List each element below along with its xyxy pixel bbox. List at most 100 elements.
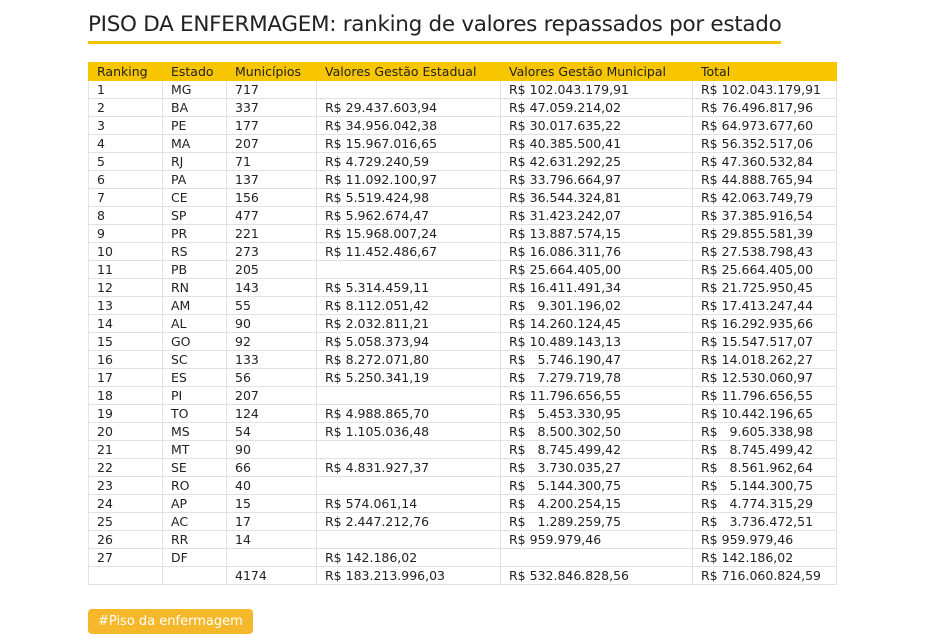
table-row: 19 TO 124 R$ 4.988.865,70 R$ 5.453.330,95 R$ …	[88, 404, 837, 423]
cell: PI	[162, 386, 227, 405]
cell: 92	[226, 332, 317, 351]
page-title: PISO DA ENFERMAGEM: ranking de valores r…	[88, 12, 782, 44]
cell: R$ 31.423.242,07	[500, 206, 693, 225]
table-row: 6 PA 137 R$ 11.092.100,97 R$ 33.796.664,97 R$…	[88, 170, 837, 189]
cell: R$ 12.530.060,97	[692, 368, 837, 387]
table-row: 25 AC 17 R$ 2.447.212,76 R$ 1.289.259,75 R$ 3…	[88, 512, 837, 531]
cell: 71	[226, 152, 317, 171]
cell: R$ 5.519.424,98	[316, 188, 501, 207]
cell: 177	[226, 116, 317, 135]
cell: R$ 574.061,14	[316, 494, 501, 513]
table-row: 23 RO 40 R$ 5.144.300,75 R$ 5.144.300,75	[88, 476, 837, 495]
cell: R$ 42.063.749,79	[692, 188, 837, 207]
column-header: Valores Gestão Estadual	[316, 62, 501, 81]
cell: R$ 532.846.828,56	[500, 566, 693, 585]
cell: R$ 102.043.179,91	[500, 80, 693, 99]
cell: 18	[88, 386, 163, 405]
cell: 8	[88, 206, 163, 225]
table-row: 3 PE 177 R$ 34.956.042,38 R$ 30.017.635,22 R$…	[88, 116, 837, 135]
cell: R$ 8.561.962,64	[692, 458, 837, 477]
table-row: 15 GO 92 R$ 5.058.373,94 R$ 10.489.143,13 R$ …	[88, 332, 837, 351]
cell: 337	[226, 98, 317, 117]
table-row: 13 AM 55 R$ 8.112.051,42 R$ 9.301.196,02 R$ 1…	[88, 296, 837, 315]
cell: 156	[226, 188, 317, 207]
cell: 6	[88, 170, 163, 189]
total-row: 4174 R$ 183.213.996,03 R$ 532.846.828,56 R$…	[88, 566, 837, 585]
cell	[500, 548, 693, 567]
cell: 13	[88, 296, 163, 315]
cell	[316, 476, 501, 495]
cell: R$ 37.385.916,54	[692, 206, 837, 225]
cell: R$ 3.730.035,27	[500, 458, 693, 477]
tag-button[interactable]: #Piso da enfermagem	[88, 609, 253, 634]
cell: 15	[88, 332, 163, 351]
table-row: 4 MA 207 R$ 15.967.016,65 R$ 40.385.500,41 R$…	[88, 134, 837, 153]
cell: R$ 4.988.865,70	[316, 404, 501, 423]
column-header: Municípios	[226, 62, 317, 81]
cell	[316, 440, 501, 459]
table-row: 2 BA 337 R$ 29.437.603,94 R$ 47.059.214,02 R$…	[88, 98, 837, 117]
cell: RJ	[162, 152, 227, 171]
cell: BA	[162, 98, 227, 117]
cell: R$ 4.200.254,15	[500, 494, 693, 513]
cell: R$ 5.962.674,47	[316, 206, 501, 225]
cell: R$ 30.017.635,22	[500, 116, 693, 135]
cell: ES	[162, 368, 227, 387]
cell: R$ 42.631.292,25	[500, 152, 693, 171]
cell: R$ 142.186,02	[692, 548, 837, 567]
cell: R$ 142.186,02	[316, 548, 501, 567]
cell: R$ 8.745.499,42	[500, 440, 693, 459]
cell: TO	[162, 404, 227, 423]
cell: R$ 183.213.996,03	[316, 566, 501, 585]
cell: R$ 15.547.517,07	[692, 332, 837, 351]
cell: MS	[162, 422, 227, 441]
cell: 16	[88, 350, 163, 369]
cell: R$ 3.736.472,51	[692, 512, 837, 531]
cell: R$ 14.260.124,45	[500, 314, 693, 333]
table-row: 18 PI 207 R$ 11.796.656,55 R$ 11.796.656,55	[88, 386, 837, 405]
cell: R$ 40.385.500,41	[500, 134, 693, 153]
cell: 11	[88, 260, 163, 279]
cell: AP	[162, 494, 227, 513]
cell: 7	[88, 188, 163, 207]
cell: 3	[88, 116, 163, 135]
table-body: 1 MG 717 R$ 102.043.179,91 R$ 102.043.179,91…	[88, 80, 837, 585]
cell	[316, 260, 501, 279]
cell: 2	[88, 98, 163, 117]
table-row: 26 RR 14 R$ 959.979,46 R$ 959.979,46	[88, 530, 837, 549]
cell: 90	[226, 440, 317, 459]
cell: 124	[226, 404, 317, 423]
cell: R$ 716.060.824,59	[692, 566, 837, 585]
cell: R$ 15.968.007,24	[316, 224, 501, 243]
cell: R$ 64.973.677,60	[692, 116, 837, 135]
cell: 14	[88, 314, 163, 333]
cell: 717	[226, 80, 317, 99]
cell: 1	[88, 80, 163, 99]
cell: R$ 15.967.016,65	[316, 134, 501, 153]
cell: DF	[162, 548, 227, 567]
cell: R$ 9.301.196,02	[500, 296, 693, 315]
cell: R$ 2.447.212,76	[316, 512, 501, 531]
cell: R$ 7.279.719,78	[500, 368, 693, 387]
table-row: 20 MS 54 R$ 1.105.036,48 R$ 8.500.302,50 R$ 9…	[88, 422, 837, 441]
table-row: 7 CE 156 R$ 5.519.424,98 R$ 36.544.324,81 R$ …	[88, 188, 837, 207]
cell: RN	[162, 278, 227, 297]
column-header: Valores Gestão Municipal	[500, 62, 693, 81]
column-header: Total	[692, 62, 837, 81]
cell: R$ 959.979,46	[692, 530, 837, 549]
table-row: 5 RJ 71 R$ 4.729.240,59 R$ 42.631.292,25 R$ 4…	[88, 152, 837, 171]
cell: R$ 5.250.341,19	[316, 368, 501, 387]
ranking-table: Ranking Estado Municípios Valores Gestão Es…	[88, 62, 837, 585]
cell: 143	[226, 278, 317, 297]
cell: 207	[226, 134, 317, 153]
cell: CE	[162, 188, 227, 207]
cell: R$ 8.500.302,50	[500, 422, 693, 441]
table-row: 24 AP 15 R$ 574.061,14 R$ 4.200.254,15 R$ 4.7…	[88, 494, 837, 513]
cell: R$ 25.664.405,00	[500, 260, 693, 279]
table-row: 16 SC 133 R$ 8.272.071,80 R$ 5.746.190,47 R$ …	[88, 350, 837, 369]
cell	[316, 386, 501, 405]
cell	[316, 530, 501, 549]
cell: PR	[162, 224, 227, 243]
cell: 5	[88, 152, 163, 171]
